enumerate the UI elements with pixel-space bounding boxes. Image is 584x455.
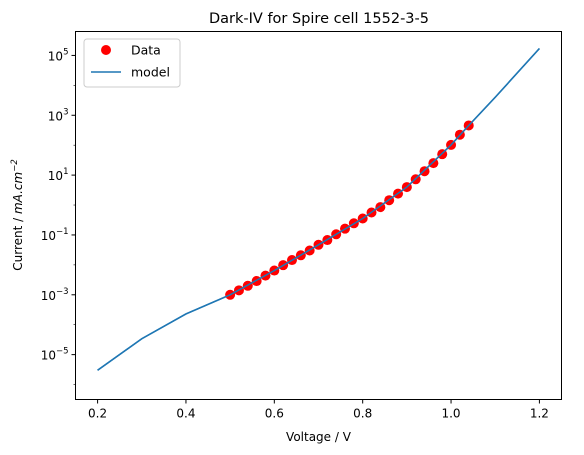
y-tick-label: 10−3 [41,287,69,303]
y-axis-label-unit: mA.cm [11,172,25,214]
y-axis-label-exponent: −2 [10,159,20,172]
model-line [97,48,540,371]
x-tick-label: 0.6 [265,407,284,421]
y-tick-label: 101 [48,167,69,183]
x-axis-label: Voltage / V [286,430,352,444]
y-tick-label: 10−5 [41,347,69,363]
chart-title: Dark-IV for Spire cell 1552-3-5 [209,11,429,27]
legend-data-marker [101,45,111,55]
model-line-overlay [97,48,540,371]
x-tick-label: 0.2 [88,407,107,421]
x-tick-label: 1.2 [530,407,549,421]
data-point [428,158,439,169]
plot-frame [75,31,562,400]
y-tick-label: 103 [48,107,69,123]
y-axis-label: Current / mA.cm−2 [10,159,25,271]
x-tick-label: 0.4 [176,407,195,421]
legend: Data model [83,38,181,88]
y-axis-label-prefix: Current / [11,214,25,271]
y-tick-label: 105 [48,47,69,63]
legend-model-label: model [131,65,170,80]
x-tick-label: 1.0 [441,407,460,421]
x-tick-label: 0.8 [353,407,372,421]
y-tick-label: 10−1 [41,227,69,243]
legend-data-label: Data [131,43,161,58]
